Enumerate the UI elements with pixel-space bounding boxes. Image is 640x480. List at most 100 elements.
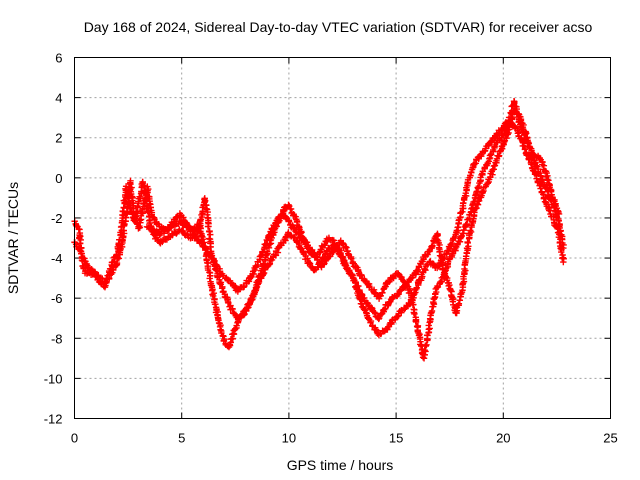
data-point (246, 300, 253, 307)
data-point (411, 310, 418, 318)
y-tick-label: -6 (51, 291, 63, 306)
data-point (329, 249, 336, 256)
data-point (134, 202, 141, 210)
data-point (76, 235, 83, 242)
data-point (355, 282, 362, 290)
data-point (376, 314, 383, 322)
data-point (390, 294, 397, 301)
data-point (139, 178, 146, 186)
data-point (146, 219, 154, 227)
data-point (311, 250, 318, 257)
data-point (216, 280, 223, 287)
x-tick-label: 20 (496, 431, 510, 446)
data-point (413, 285, 420, 293)
data-point (209, 291, 216, 298)
x-tick-label: 15 (389, 431, 403, 446)
data-point (198, 211, 205, 219)
data-point (533, 162, 540, 169)
data-point (479, 188, 486, 196)
data-point (380, 306, 388, 313)
data-point (116, 236, 123, 243)
data-point (506, 117, 513, 124)
data-point (257, 252, 264, 260)
data-point (555, 210, 563, 218)
data-point (204, 223, 212, 230)
y-tick-label: -2 (51, 211, 63, 226)
data-point (395, 291, 402, 298)
y-tick-label: -10 (44, 371, 63, 386)
x-tick-label: 5 (178, 431, 185, 446)
series-track-3 (143, 97, 563, 362)
x-axis-label: GPS time / hours (287, 457, 394, 473)
data-point (537, 172, 544, 179)
x-tick-label: 10 (282, 431, 296, 446)
data-point (339, 255, 347, 263)
y-tick-label: -4 (51, 251, 63, 266)
data-point (348, 255, 355, 262)
data-point (371, 309, 378, 316)
data-point (287, 205, 295, 213)
data-point (218, 285, 226, 292)
data-point (422, 342, 429, 349)
data-point (537, 185, 544, 192)
data-point (474, 184, 481, 191)
y-tick-label: -12 (44, 412, 63, 427)
data-point (455, 300, 463, 307)
data-point (558, 248, 565, 256)
data-point (210, 292, 217, 300)
data-point (421, 265, 429, 273)
data-point (265, 232, 272, 240)
data-point (262, 240, 270, 248)
data-point (260, 269, 268, 277)
data-point (342, 243, 349, 250)
chart-title: Day 168 of 2024, Sidereal Day-to-day VTE… (84, 19, 593, 35)
data-point (140, 182, 147, 189)
data-point (463, 220, 470, 228)
data-point (412, 318, 420, 326)
series-track-2 (71, 107, 567, 323)
data-point (441, 271, 448, 278)
data-point (484, 179, 491, 187)
data-point (240, 311, 248, 319)
x-tick-label: 25 (603, 431, 617, 446)
data-point (434, 283, 442, 291)
data-point (460, 199, 467, 207)
data-point (467, 227, 474, 234)
data-point (423, 341, 430, 348)
data-point (76, 240, 84, 247)
data-point (454, 224, 461, 231)
data-point (78, 257, 86, 264)
data-point (255, 278, 263, 285)
data-point (560, 244, 567, 252)
data-point (422, 348, 429, 355)
data-point (229, 305, 236, 313)
data-point (140, 188, 148, 195)
y-tick-label: 0 (55, 171, 62, 186)
data-point (198, 239, 205, 246)
data-point (557, 231, 565, 239)
data-point (136, 222, 143, 230)
data-point (555, 217, 562, 225)
data-point (425, 322, 432, 329)
data-point (169, 232, 176, 239)
plot-frame (74, 57, 611, 419)
data-point (217, 326, 224, 333)
data-point (183, 219, 190, 226)
y-axis-label: SDTVAR / TECUs (5, 182, 21, 294)
data-point (433, 236, 441, 243)
data-point (460, 226, 467, 234)
data-point (528, 161, 535, 168)
data-point (514, 110, 521, 118)
data-point (349, 272, 356, 279)
data-point (165, 225, 172, 232)
y-tick-label: 2 (55, 131, 62, 146)
data-marks (71, 97, 567, 362)
data-point (212, 300, 219, 308)
x-tick-label: 0 (71, 431, 78, 446)
data-point (379, 289, 386, 296)
data-point (201, 197, 209, 204)
data-point (119, 207, 126, 215)
data-point (372, 289, 379, 296)
y-tick-label: 6 (55, 51, 62, 66)
